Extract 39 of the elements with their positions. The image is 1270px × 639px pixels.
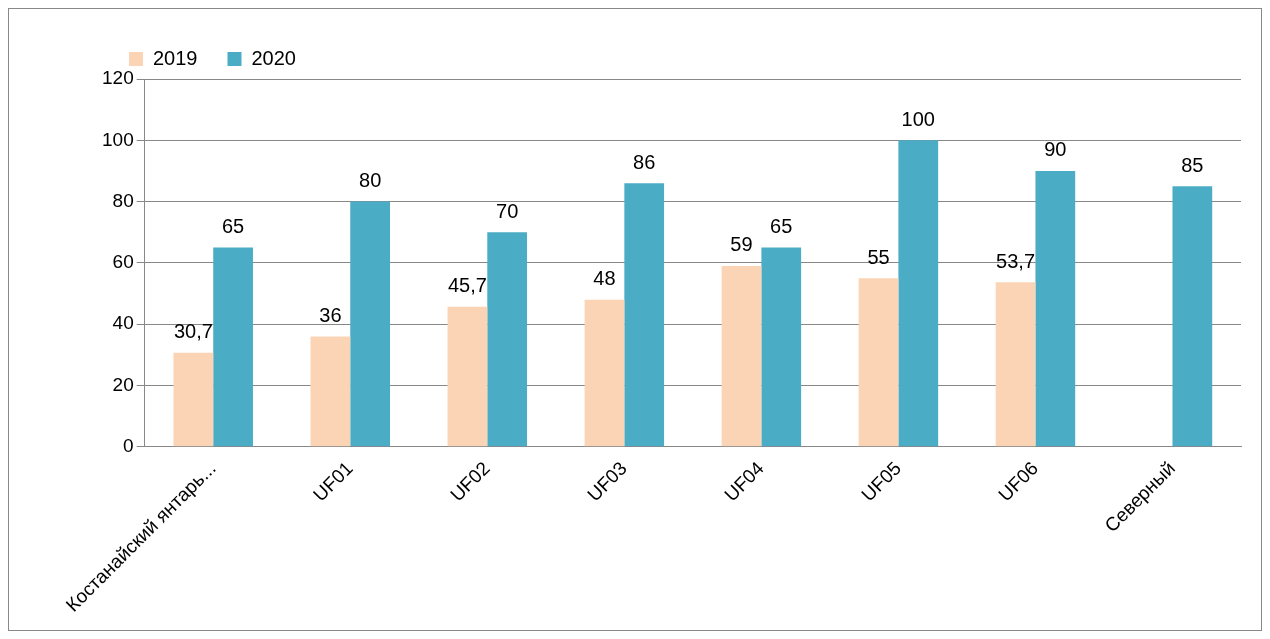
data-label: 45,7	[447, 274, 487, 297]
bar	[858, 278, 899, 447]
y-tick-label: 40	[112, 312, 134, 334]
data-label: 36	[319, 303, 342, 326]
data-label: 70	[496, 199, 519, 222]
data-label: 100	[901, 107, 935, 130]
bar	[721, 265, 762, 447]
y-tick-label: 100	[102, 128, 134, 150]
bar	[213, 247, 253, 447]
data-label: 48	[593, 267, 616, 290]
legend-label: 2020	[251, 46, 296, 69]
y-tick-label: 0	[123, 435, 134, 457]
bar	[761, 247, 802, 447]
bar	[310, 336, 351, 447]
data-label: 65	[221, 215, 245, 238]
bar	[350, 201, 390, 447]
bar	[487, 232, 528, 447]
data-label: 53,7	[996, 249, 1036, 272]
bar	[447, 306, 488, 447]
data-label: 59	[730, 233, 753, 256]
bar	[1172, 186, 1213, 447]
data-label: 90	[1044, 138, 1067, 161]
bar	[173, 352, 214, 447]
y-tick-label: 20	[112, 373, 134, 395]
data-label: 85	[1181, 153, 1204, 176]
bar	[624, 183, 665, 447]
y-tick-label: 120	[102, 67, 134, 89]
legend-label: 2019	[153, 46, 198, 69]
data-label: 80	[359, 169, 382, 192]
y-tick-label: 60	[112, 251, 134, 273]
bar	[584, 299, 625, 447]
data-label: 65	[770, 215, 793, 238]
data-label: 30,7	[173, 320, 213, 343]
data-label: 86	[633, 150, 656, 173]
y-tick-label: 80	[112, 189, 134, 211]
bar	[995, 282, 1036, 447]
bar	[1035, 170, 1076, 447]
bar	[898, 140, 939, 447]
data-label: 55	[867, 245, 890, 268]
